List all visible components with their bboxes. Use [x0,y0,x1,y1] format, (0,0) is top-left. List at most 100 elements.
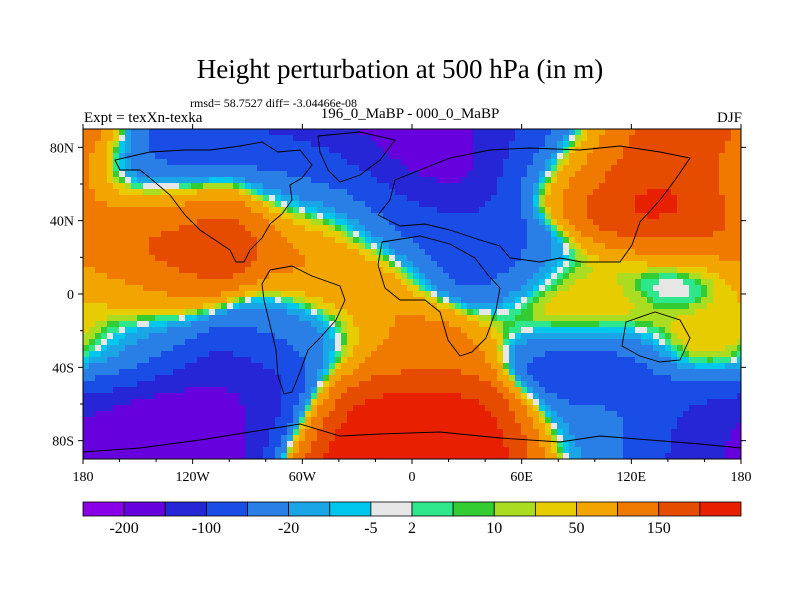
field-cell [503,339,510,346]
field-cell [143,297,150,304]
field-cell [377,327,384,334]
field-cell [437,363,444,370]
field-cell [107,159,114,166]
field-cell [719,363,726,370]
field-cell [677,279,684,286]
field-cell [407,357,414,364]
field-cell [671,153,678,160]
field-cell [191,315,198,322]
field-cell [605,135,612,142]
field-cell [395,171,402,178]
field-cell [629,291,636,298]
field-cell [737,147,741,154]
field-cell [293,339,300,346]
field-cell [359,165,366,172]
field-cell [575,267,582,274]
field-cell [359,189,366,196]
field-cell [377,321,384,328]
field-cell [347,285,354,292]
field-cell [443,273,450,280]
field-cell [695,213,702,220]
field-cell [617,273,624,280]
field-cell [497,321,504,328]
field-cell [293,393,300,400]
field-cell [485,363,492,370]
field-cell [329,153,336,160]
field-cell [347,369,354,376]
field-cell [587,231,594,238]
field-cell [89,357,96,364]
field-cell [383,147,390,154]
field-cell [461,291,468,298]
field-cell [707,273,714,280]
field-cell [119,213,126,220]
field-cell [191,279,198,286]
field-cell [557,159,564,166]
field-cell [575,255,582,262]
field-cell [575,303,582,310]
field-cell [281,285,288,292]
field-cell [587,249,594,256]
field-cell [455,135,462,142]
field-cell [629,357,636,364]
field-cell [239,279,246,286]
field-cell [557,153,564,160]
field-cell [653,333,660,340]
field-cell [683,255,690,262]
field-cell [473,159,480,166]
field-cell [413,183,420,190]
field-cell [107,189,114,196]
field-cell [593,171,600,178]
field-cell [563,135,570,142]
field-cell [569,357,576,364]
field-cell [725,195,732,202]
field-cell [605,219,612,226]
field-cell [191,219,198,226]
field-cell [659,303,666,310]
field-cell [635,255,642,262]
field-cell [179,357,186,364]
field-cell [431,387,438,394]
field-cell [719,291,726,298]
field-cell [707,171,714,178]
field-cell [533,159,540,166]
field-cell [539,219,546,226]
field-cell [521,249,528,256]
field-cell [101,159,108,166]
field-cell [425,327,432,334]
field-cell [665,327,672,334]
field-cell [125,273,132,280]
field-cell [737,195,741,202]
field-cell [695,309,702,316]
field-cell [221,393,228,400]
field-cell [371,267,378,274]
field-cell [299,387,306,394]
field-cell [95,183,102,190]
field-cell [509,381,516,388]
field-cell [401,291,408,298]
field-cell [623,177,630,184]
field-cell [509,363,516,370]
field-cell [293,171,300,178]
field-cell [293,213,300,220]
field-cell [89,321,96,328]
field-cell [167,189,174,196]
field-cell [467,273,474,280]
field-cell [419,369,426,376]
field-cell [251,303,258,310]
field-cell [437,207,444,214]
field-cell [725,303,732,310]
field-cell [335,369,342,376]
field-cell [395,273,402,280]
field-cell [599,243,606,250]
field-cell [263,207,270,214]
field-cell [695,195,702,202]
field-cell [449,159,456,166]
field-cell [383,351,390,358]
field-cell [257,321,264,328]
field-cell [563,351,570,358]
field-cell [533,363,540,370]
field-cell [173,237,180,244]
field-cell [455,363,462,370]
field-cell [293,273,300,280]
